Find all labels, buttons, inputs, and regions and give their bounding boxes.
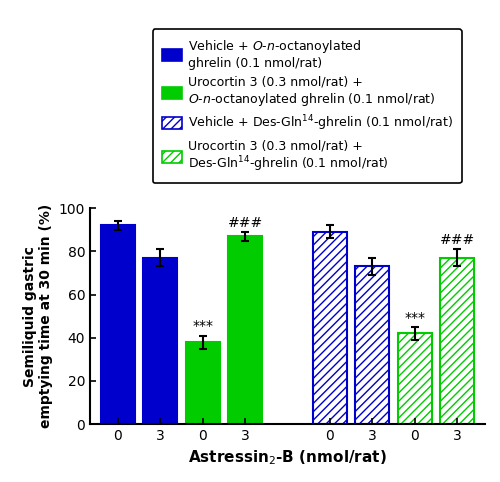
Bar [440,258,474,424]
Text: ###: ### [228,216,262,230]
Text: ***: *** [192,320,213,334]
Bar [143,258,177,424]
Bar [398,334,432,424]
X-axis label: Astressin$_2$-B (nmol/rat): Astressin$_2$-B (nmol/rat) [188,449,387,467]
Text: ###: ### [440,233,475,247]
Legend: Vehicle + $O$-$n$-octanoylated
ghrelin (0.1 nmol/rat), Urocortin 3 (0.3 nmol/rat: Vehicle + $O$-$n$-octanoylated ghrelin (… [153,29,462,183]
Text: ***: *** [404,311,425,325]
Bar [100,226,134,424]
Bar [228,236,262,424]
Bar [356,267,390,424]
Bar [186,342,220,424]
Y-axis label: Semiliquid gastric
emptying time at 30 min (%): Semiliquid gastric emptying time at 30 m… [23,204,53,428]
Bar [313,232,347,424]
